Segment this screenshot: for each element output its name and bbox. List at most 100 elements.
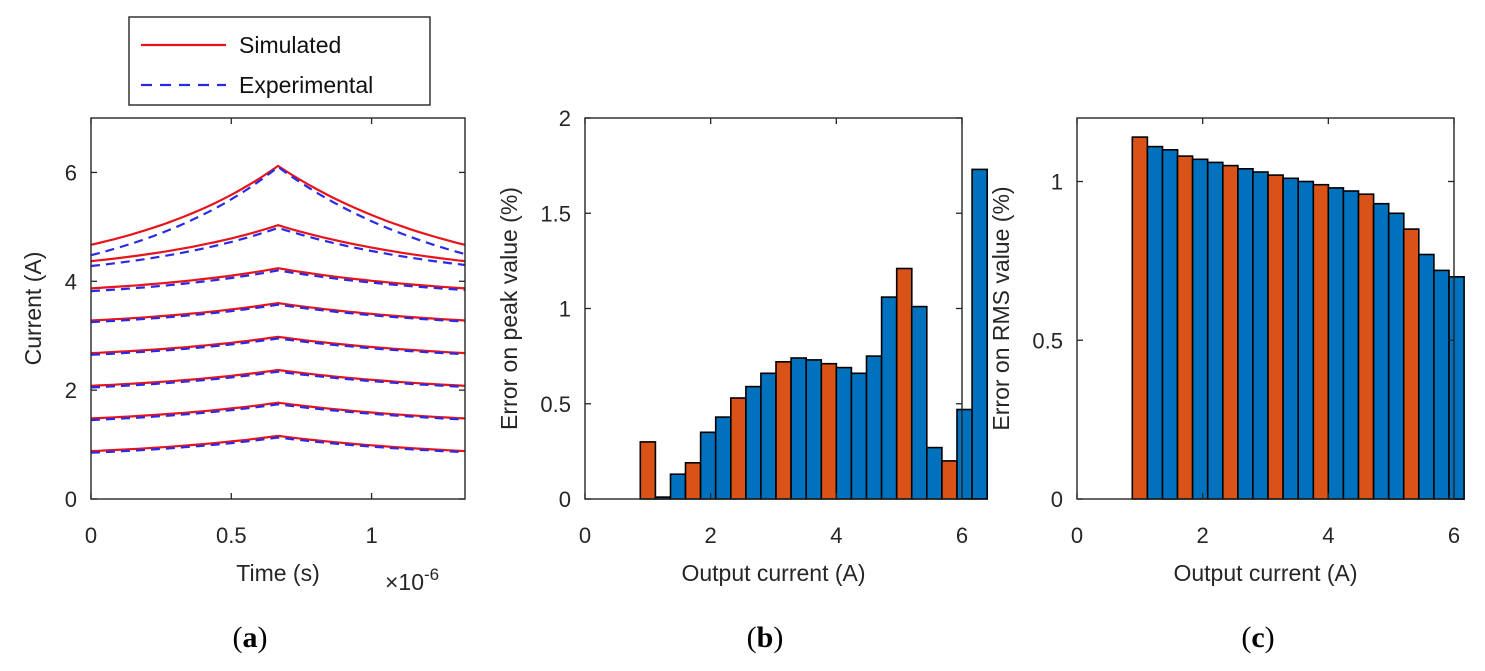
legend: Simulated Experimental [128, 16, 431, 106]
y-tick-label: 0 [1051, 487, 1063, 512]
panel-caption-b: (b) [747, 621, 784, 654]
panel-c: 0 2 4 6 0 0.5 1 Output current (A) Error on RMS … [988, 117, 1465, 654]
bar-16 [865, 355, 883, 500]
panel-caption-a: (a) [233, 621, 268, 654]
y-tick-label: 0 [559, 487, 571, 512]
y-axis-label: Error on peak value (%) [496, 187, 522, 430]
bar-3 [1161, 149, 1179, 500]
simulated-line-2 [90, 401, 466, 420]
x-tick-label: 6 [1448, 523, 1460, 548]
experimental-line-2 [90, 403, 466, 422]
y-axis-label: Error on RMS value (%) [988, 186, 1014, 430]
bar-22 [1448, 275, 1465, 500]
bar-15 [1342, 190, 1360, 500]
x-tick-label: 1 [365, 523, 377, 548]
bar-20 [1418, 253, 1435, 500]
x-tick-label: 6 [956, 523, 968, 548]
bar-23 [971, 168, 988, 500]
bar-1 [1131, 136, 1149, 500]
bar-4 [684, 461, 702, 500]
x-tick-label: 4 [1322, 523, 1334, 548]
bar-9 [760, 372, 777, 500]
bar-11 [790, 357, 807, 500]
simulated-line-1 [90, 434, 466, 453]
legend-label-1: Simulated [239, 32, 341, 58]
bar-4 [1176, 155, 1194, 500]
x-axis-label: Output current (A) [681, 560, 865, 586]
x-tick-label: 0 [1071, 523, 1083, 548]
axes-frame-c [1076, 117, 1455, 500]
bar-9 [1252, 171, 1269, 500]
panel-caption-c: (c) [1241, 621, 1274, 654]
experimental-line-3 [90, 370, 466, 389]
simulated-line-7 [90, 224, 466, 263]
x-tick-label: 4 [830, 523, 842, 548]
experimental-line-5 [90, 303, 466, 324]
simulated-line-3 [90, 368, 466, 387]
x-tick-label: 0 [85, 523, 97, 548]
panel-a: 0 0.5 1 0 2 4 6 Time (s) Current (A) ×10-6 Simulat… [20, 16, 466, 654]
bar-6 [714, 416, 732, 500]
x-tick-label: 2 [705, 523, 717, 548]
x-tick-label: 2 [1197, 523, 1209, 548]
bar-1 [639, 441, 657, 500]
experimental-line-4 [90, 337, 466, 356]
bar-3 [669, 473, 687, 500]
bar-6 [1206, 161, 1224, 500]
bar-12 [1297, 180, 1315, 500]
simulated-line-8 [90, 164, 466, 246]
bar-20 [925, 446, 943, 500]
bar-2 [1146, 145, 1164, 500]
y-tick-label: 0.5 [540, 392, 571, 417]
bar-12 [805, 359, 823, 500]
experimental-line-7 [90, 226, 466, 268]
y-tick-label: 1.5 [540, 201, 571, 226]
x-tick-label: 0.5 [216, 523, 247, 548]
simulated-line-5 [90, 301, 466, 322]
bar-19 [1402, 228, 1420, 500]
y-tick-label: 1 [559, 297, 571, 322]
bar-15 [850, 372, 868, 500]
bar-10 [775, 360, 792, 500]
y-axis-label: Current (A) [20, 252, 46, 366]
axes-frame-b [584, 117, 963, 500]
bar-7 [1222, 164, 1239, 500]
x-tick-label: 0 [579, 523, 591, 548]
bar-18 [1387, 212, 1405, 500]
bar-22 [956, 408, 973, 500]
y-tick-label: 0.5 [1032, 328, 1063, 353]
simulated-line-4 [90, 335, 466, 355]
y-tick-label: 2 [559, 106, 571, 131]
bar-17 [1372, 202, 1390, 500]
x-axis-label: Output current (A) [1173, 560, 1357, 586]
axes-frame-a [90, 117, 466, 500]
bar-18 [895, 267, 913, 500]
y-tick-label: 0 [65, 487, 77, 512]
bar-14 [835, 366, 853, 500]
plot-area-a [91, 118, 465, 499]
experimental-line-8 [90, 165, 466, 257]
bar-19 [910, 305, 928, 500]
x-axis-exponent: ×10-6 [385, 565, 439, 595]
bar-17 [880, 296, 898, 500]
bar-14 [1327, 187, 1345, 500]
bar-8 [745, 385, 762, 500]
y-tick-label: 4 [65, 269, 77, 294]
y-tick-label: 1 [1051, 170, 1063, 195]
bar-7 [729, 397, 747, 500]
experimental-line-6 [90, 269, 466, 293]
bar-13 [1312, 183, 1330, 500]
x-axis-label: Time (s) [236, 560, 319, 586]
experimental-line-1 [90, 436, 466, 454]
bar-11 [1282, 177, 1299, 500]
legend-box [128, 16, 431, 106]
bar-10 [1267, 174, 1284, 500]
bar-8 [1237, 168, 1254, 500]
y-tick-label: 6 [65, 160, 77, 185]
bar-5 [699, 431, 717, 500]
bar-16 [1357, 193, 1375, 500]
simulated-line-6 [90, 267, 466, 290]
bar-21 [1433, 269, 1450, 500]
bar-5 [1191, 158, 1209, 500]
